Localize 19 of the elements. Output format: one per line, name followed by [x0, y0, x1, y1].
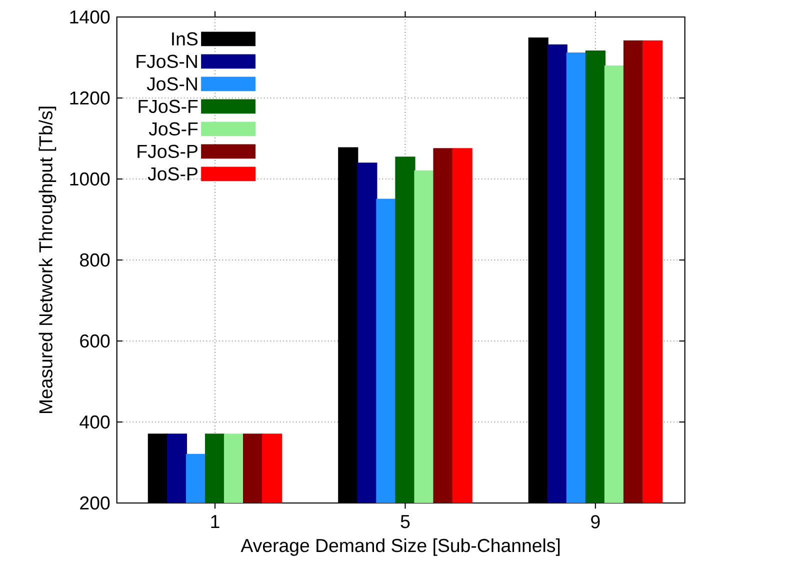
legend-label: FJoS-N [136, 54, 197, 68]
y-tick-label: 1200 [70, 91, 110, 105]
y-tick-label: 400 [80, 415, 110, 429]
legend-label: JoS-N [146, 77, 197, 91]
y-tick-label: 1000 [70, 172, 110, 186]
x-axis-title: Average Demand Size [Sub-Channels] [240, 538, 560, 556]
y-tick-label: 800 [80, 253, 110, 267]
y-tick-label: 1400 [70, 10, 110, 24]
y-tick-label: 200 [80, 496, 110, 510]
y-axis-title: Measured Network Throughput [Tb/s] [38, 106, 56, 414]
y-tick-label: 600 [80, 334, 110, 348]
x-tick-label: 5 [400, 515, 410, 528]
legend-label: JoS-P [148, 167, 198, 181]
x-tick-label: 9 [591, 515, 600, 528]
legend-label: InS [172, 32, 198, 46]
legend-label: JoS-F [148, 122, 198, 136]
legend-label: FJoS-P [138, 144, 198, 158]
x-tick-label: 1 [211, 515, 220, 528]
legend-label: FJoS-F [138, 100, 198, 114]
